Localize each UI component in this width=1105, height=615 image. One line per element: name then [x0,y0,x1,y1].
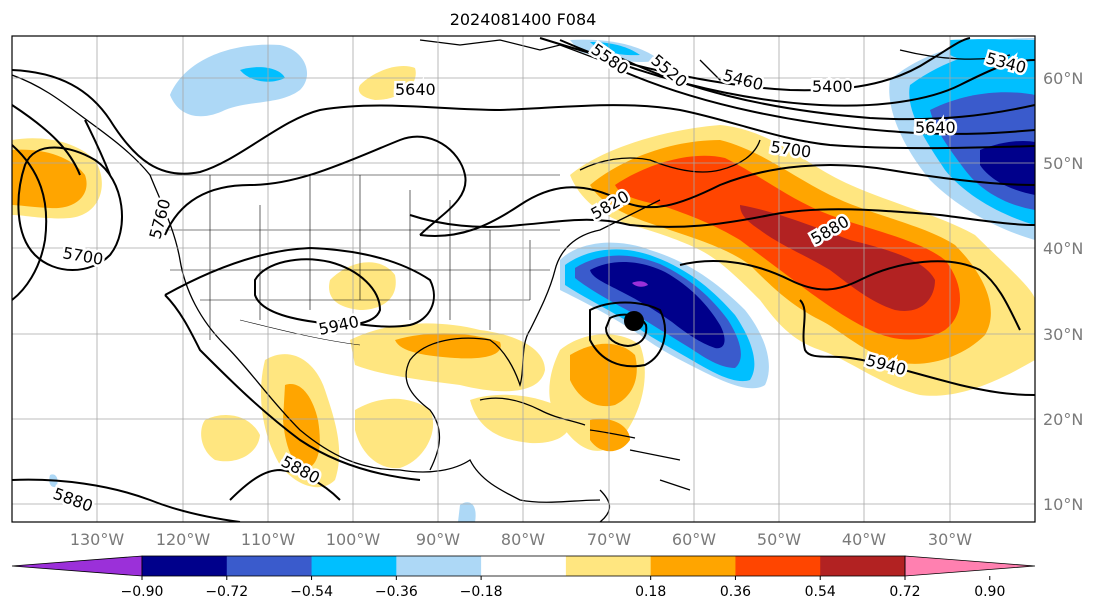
height-contours [12,37,1035,522]
colorbar-tick-label: 0.90 [974,584,1005,600]
colorbar-border [141,555,906,577]
pos-anomaly-caribbean-se [590,418,630,452]
lat-label: 20°N [1043,410,1083,429]
latitude-labels: 60°N 50°N 40°N 30°N 20°N 10°N [1043,69,1083,514]
lon-label: 90°W [416,530,460,549]
contour-label-5640-west: 5640 [395,80,436,99]
colorbar-tick-label: −0.18 [460,584,503,600]
lon-label: 50°W [757,530,801,549]
lon-label: 80°W [501,530,545,549]
borders [150,174,560,346]
colorbar-tick-label: 0.54 [805,584,836,600]
neg-anomaly-canada [170,44,308,117]
neg-anomaly-storm-peak [632,281,648,287]
colorbar-tick-label: 0.18 [635,584,666,600]
pos-anomaly-canada [358,65,416,100]
colorbar-tick-label: −0.54 [290,584,333,600]
lon-label: 130°W [70,530,125,549]
colorbar-extend-high [904,555,1036,577]
lon-label: 70°W [587,530,631,549]
colorbar-segment [311,556,397,576]
storm-center-marker [624,311,644,331]
neg-anomaly-ne-atlantic-4 [980,140,1035,195]
pos-anomaly-atlantic-core [740,205,935,311]
colorbar-tick-label: −0.36 [375,584,418,600]
lat-label: 40°N [1043,239,1083,258]
pos-anomaly-texas [329,262,396,310]
colorbar-segment [650,556,736,576]
colorbar-tick-label: 0.72 [889,584,920,600]
pos-anomaly-mexico-core [283,384,320,470]
lat-label: 60°N [1043,69,1083,88]
colorbar-tick-label: 0.36 [720,584,751,600]
lat-label: 10°N [1043,495,1083,514]
contour-label-5640-east: 5640 [915,118,956,137]
lon-label: 40°W [842,530,886,549]
pos-anomaly-central-am [355,398,434,469]
pos-anomaly-caribbean-core [570,343,637,407]
colorbar-tick-label: −0.90 [121,584,164,600]
colorbar-segment [565,556,652,576]
colorbar-segment [735,556,821,576]
coastlines [12,39,1011,522]
lon-label: 60°W [672,530,716,549]
pos-anomaly-pacific-mex [201,415,260,462]
lat-label: 50°N [1043,154,1083,173]
map-frame [11,35,1036,523]
lat-label: 30°N [1043,325,1083,344]
lon-label: 30°W [928,530,972,549]
colorbar-segment [481,556,567,576]
neg-anomaly-storm-core [590,261,725,349]
pos-anomaly-pacific-core [12,149,87,209]
colorbar-extend-low [11,555,143,577]
gridlines [12,36,1035,522]
colorbar-tick-label: −0.72 [205,584,248,600]
neg-anomaly-hudson-core [590,42,640,56]
colorbar-segment [396,556,482,576]
lon-label: 120°W [156,530,211,549]
neg-anomaly-small [458,502,476,522]
shaded-field [12,38,1035,522]
colorbar-segment [226,556,313,576]
pos-anomaly-gulf-core [395,333,501,359]
map-title: 2024081400 F084 [450,10,597,29]
longitude-labels: 130°W 120°W 110°W 100°W 90°W 80°W 70°W 6… [70,530,972,549]
lon-label: 100°W [326,530,381,549]
lon-label: 110°W [241,530,296,549]
colorbar-segment [142,556,228,576]
colorbar: −0.90 −0.72 −0.54 −0.36 −0.18 0.18 0.36 0.54 0.7… [11,555,1036,600]
colorbar-segment [820,556,906,576]
contour-label-5400: 5400 [812,77,853,96]
